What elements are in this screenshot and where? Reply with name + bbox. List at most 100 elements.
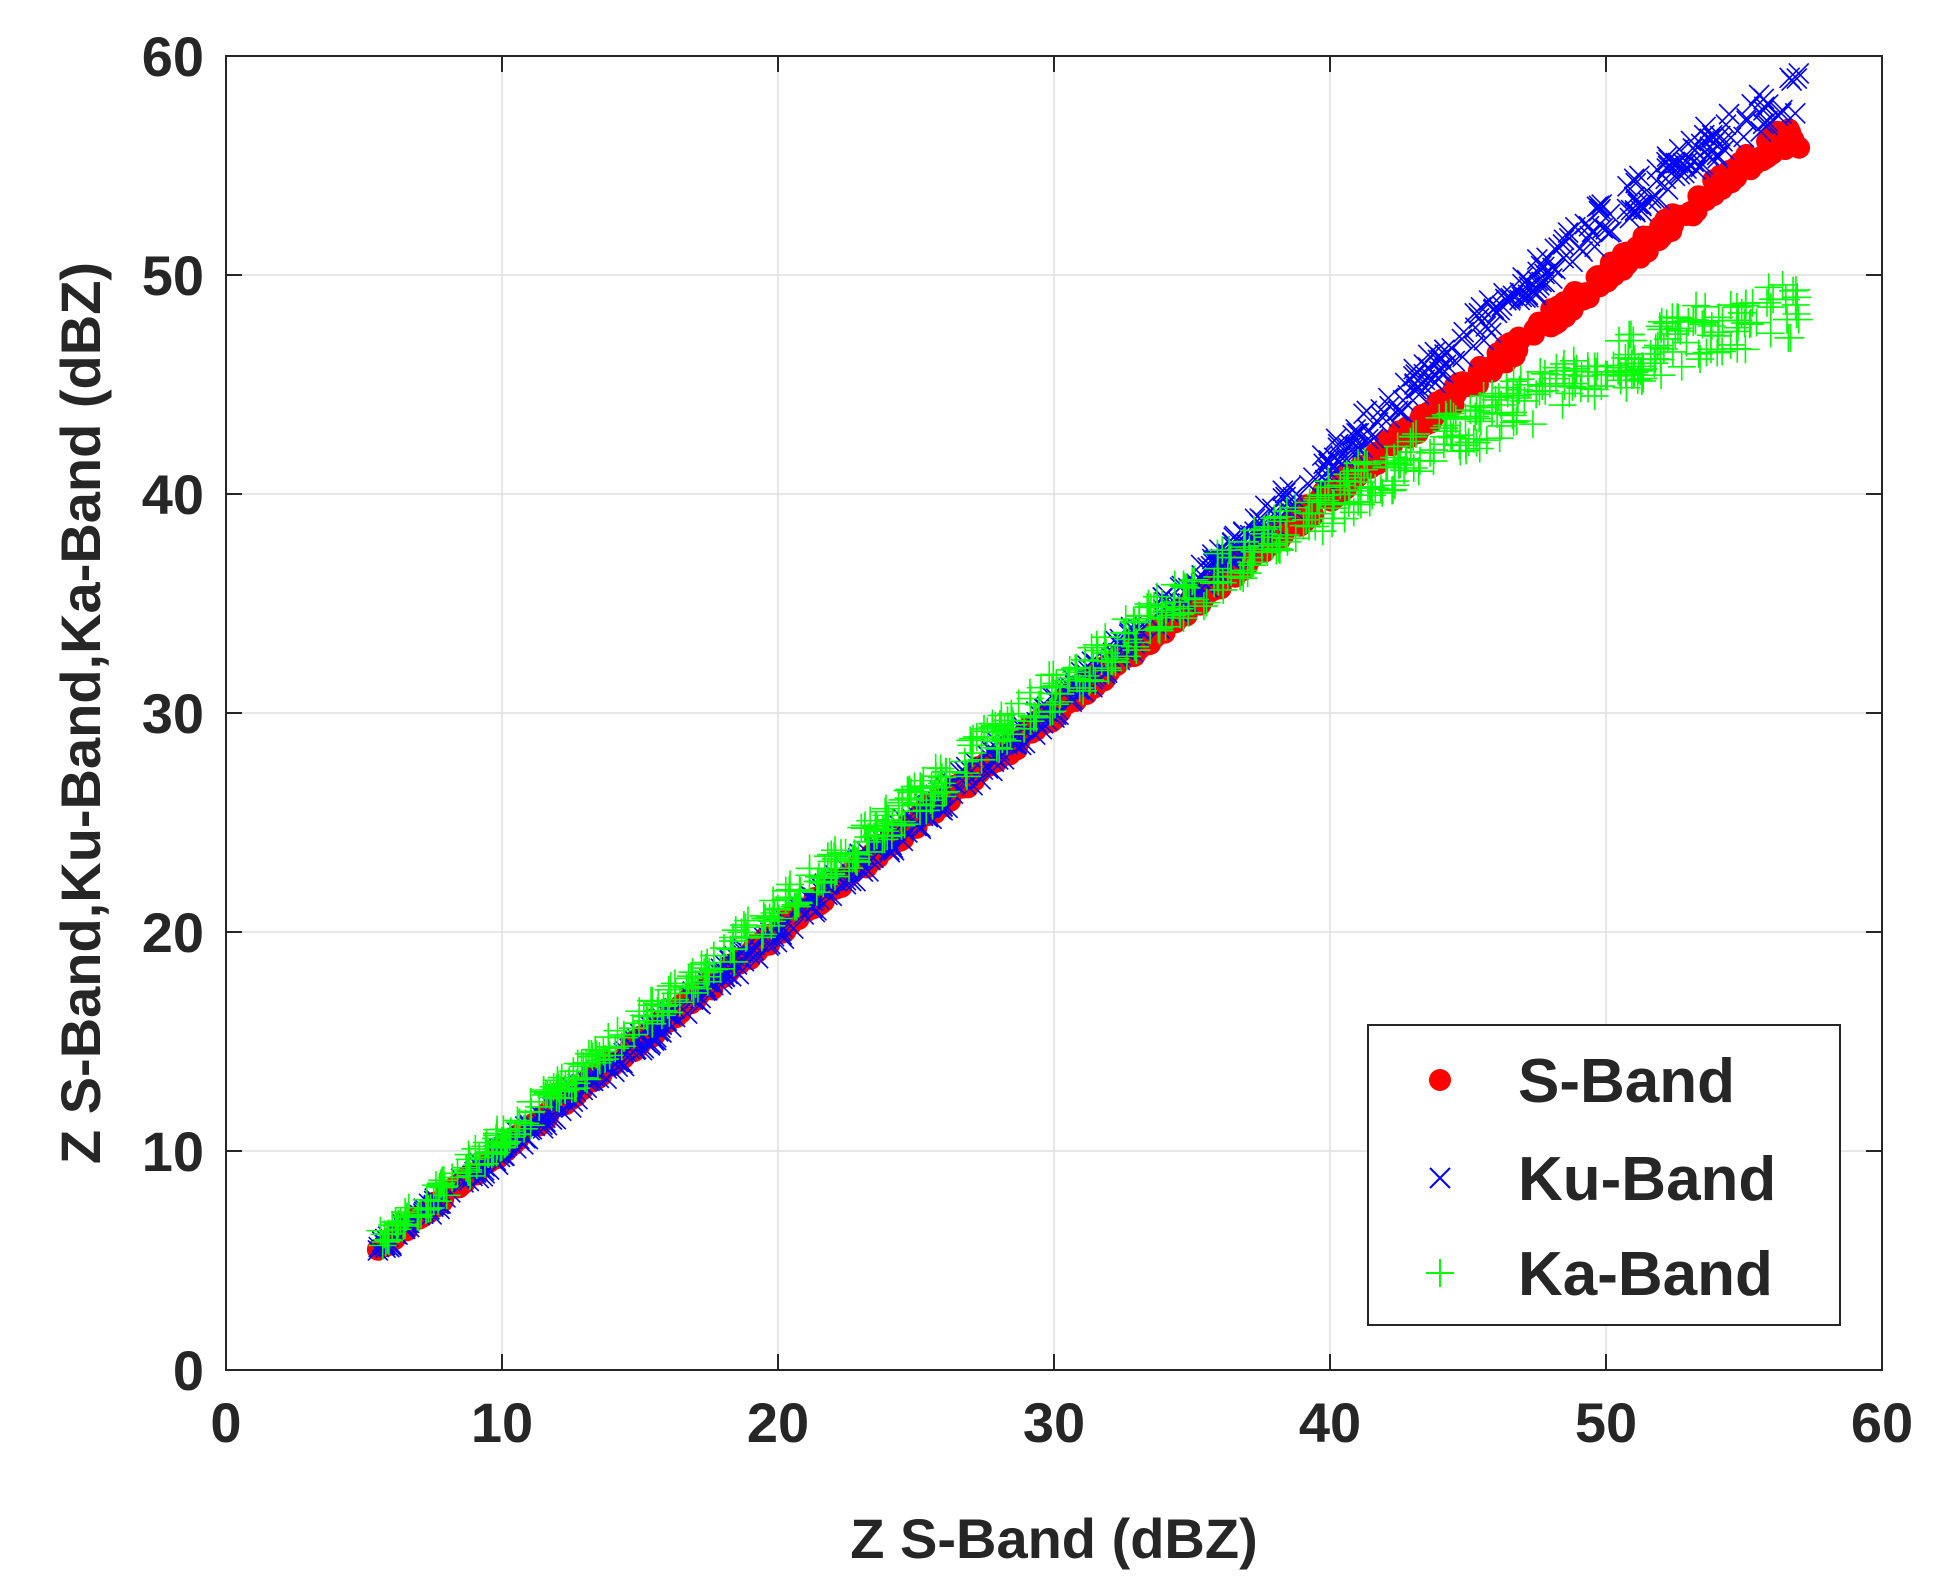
- data-point-ka-band: [419, 1186, 448, 1215]
- data-point-ka-band: [1319, 490, 1348, 519]
- y-tick-labels: 0 10 20 30 40 50 60: [142, 25, 204, 1402]
- data-point-ka-band: [868, 825, 897, 854]
- x-tick-label: 10: [471, 1391, 533, 1454]
- data-point-ku-band: [981, 760, 1003, 782]
- data-point-ku-band: [1781, 69, 1803, 92]
- y-tick-label: 50: [142, 244, 204, 307]
- data-point-ka-band: [1431, 400, 1460, 429]
- data-point-ku-band: [1403, 358, 1425, 380]
- data-point-ka-band: [871, 797, 900, 826]
- data-point-ku-band: [633, 1037, 655, 1059]
- data-point-ka-band: [426, 1170, 455, 1199]
- data-point-ka-band: [1555, 379, 1584, 408]
- data-point-ka-band: [1704, 318, 1733, 347]
- data-point-s-band: [1625, 236, 1648, 259]
- data-point-s-band: [1775, 122, 1798, 145]
- data-point-ka-band: [1229, 564, 1258, 593]
- data-point-ku-band: [1495, 289, 1517, 311]
- data-point-ka-band: [1372, 446, 1401, 475]
- data-point-ka-band: [368, 1231, 397, 1260]
- data-points: [366, 62, 1813, 1262]
- data-point-ku-band: [1685, 158, 1707, 181]
- data-point-ka-band: [1667, 352, 1696, 381]
- data-point-ka-band: [1716, 291, 1745, 320]
- data-point-ka-band: [421, 1171, 450, 1200]
- data-point-ka-band: [1165, 594, 1194, 623]
- data-point-ka-band: [1587, 372, 1616, 401]
- x-axis-label: Z S-Band (dBZ): [850, 1507, 1257, 1570]
- data-point-ka-band: [656, 971, 685, 1000]
- data-point-ka-band: [486, 1133, 515, 1162]
- data-point-ka-band: [1604, 326, 1633, 355]
- data-point-ka-band: [1349, 455, 1378, 484]
- data-point-ku-band: [1352, 403, 1375, 425]
- data-point-ka-band: [962, 722, 991, 751]
- data-point-ka-band: [1330, 504, 1359, 533]
- data-point-ka-band: [693, 948, 722, 977]
- data-point-ku-band: [1024, 723, 1046, 746]
- data-point-ka-band: [1499, 367, 1528, 396]
- data-point-ka-band: [1716, 330, 1745, 359]
- data-point-ka-band: [921, 753, 950, 782]
- data-point-ka-band: [771, 885, 800, 914]
- data-point-ka-band: [461, 1134, 490, 1163]
- data-point-ku-band: [645, 1026, 667, 1048]
- data-point-ka-band: [720, 947, 749, 976]
- data-point-ku-band: [1690, 133, 1712, 155]
- data-point-ka-band: [1075, 665, 1104, 694]
- data-point-s-band: [1662, 214, 1685, 237]
- data-point-ku-band: [1784, 102, 1806, 124]
- data-point-ka-band: [687, 950, 716, 979]
- data-point-ka-band: [749, 901, 778, 930]
- data-point-ka-band: [562, 1069, 591, 1098]
- series-ka-band: [366, 270, 1813, 1260]
- data-point-ka-band: [1735, 310, 1764, 339]
- data-point-ku-band: [1482, 299, 1504, 321]
- x-tick-label: 30: [1023, 1391, 1085, 1454]
- data-point-ka-band: [760, 898, 789, 927]
- data-point-ku-band: [1413, 354, 1435, 376]
- data-point-ku-band: [1630, 200, 1652, 222]
- x-tick-label: 0: [210, 1391, 241, 1454]
- data-point-ka-band: [1208, 568, 1237, 597]
- data-point-ka-band: [1159, 592, 1188, 621]
- data-point-ka-band: [1465, 404, 1494, 433]
- data-point-ka-band: [1753, 288, 1781, 317]
- data-point-ka-band: [888, 788, 917, 817]
- data-point-ka-band: [699, 955, 728, 984]
- data-point-ka-band: [1696, 321, 1725, 350]
- data-point-ka-band: [492, 1128, 521, 1157]
- axis-ticks: [225, 55, 1883, 1371]
- data-point-ka-band: [1419, 447, 1448, 476]
- data-point-ka-band: [731, 913, 760, 942]
- data-point-ka-band: [551, 1076, 580, 1105]
- data-point-ka-band: [1462, 428, 1491, 457]
- x-tick-label: 40: [1299, 1391, 1361, 1454]
- data-point-ka-band: [1684, 339, 1713, 368]
- data-point-ka-band: [407, 1200, 436, 1229]
- data-point-ka-band: [1472, 426, 1501, 455]
- x-tick-label: 60: [1851, 1391, 1913, 1454]
- data-point-ku-band: [773, 928, 795, 950]
- data-point-s-band: [1395, 420, 1418, 443]
- y-tick-label: 60: [142, 25, 204, 88]
- data-point-ku-band: [1527, 261, 1549, 283]
- data-point-ka-band: [1742, 308, 1771, 337]
- data-point-ku-band: [1600, 221, 1622, 243]
- data-point-ku-band: [1327, 437, 1349, 459]
- data-point-ku-band: [1272, 487, 1294, 509]
- data-point-ka-band: [1332, 460, 1361, 489]
- data-point-ku-band: [1756, 110, 1779, 132]
- data-point-ka-band: [813, 842, 842, 871]
- data-point-ku-band: [1525, 282, 1547, 304]
- data-point-ka-band: [1111, 605, 1140, 634]
- data-point-ka-band: [391, 1211, 420, 1240]
- data-point-ka-band: [1368, 478, 1397, 507]
- data-point-ku-band: [1586, 196, 1608, 218]
- data-point-ku-band: [987, 748, 1009, 770]
- data-point-ka-band: [676, 962, 705, 991]
- data-point-s-band: [1750, 145, 1773, 168]
- data-point-ku-band: [1201, 548, 1223, 570]
- data-point-ku-band: [1553, 247, 1575, 269]
- data-point-ka-band: [956, 726, 985, 755]
